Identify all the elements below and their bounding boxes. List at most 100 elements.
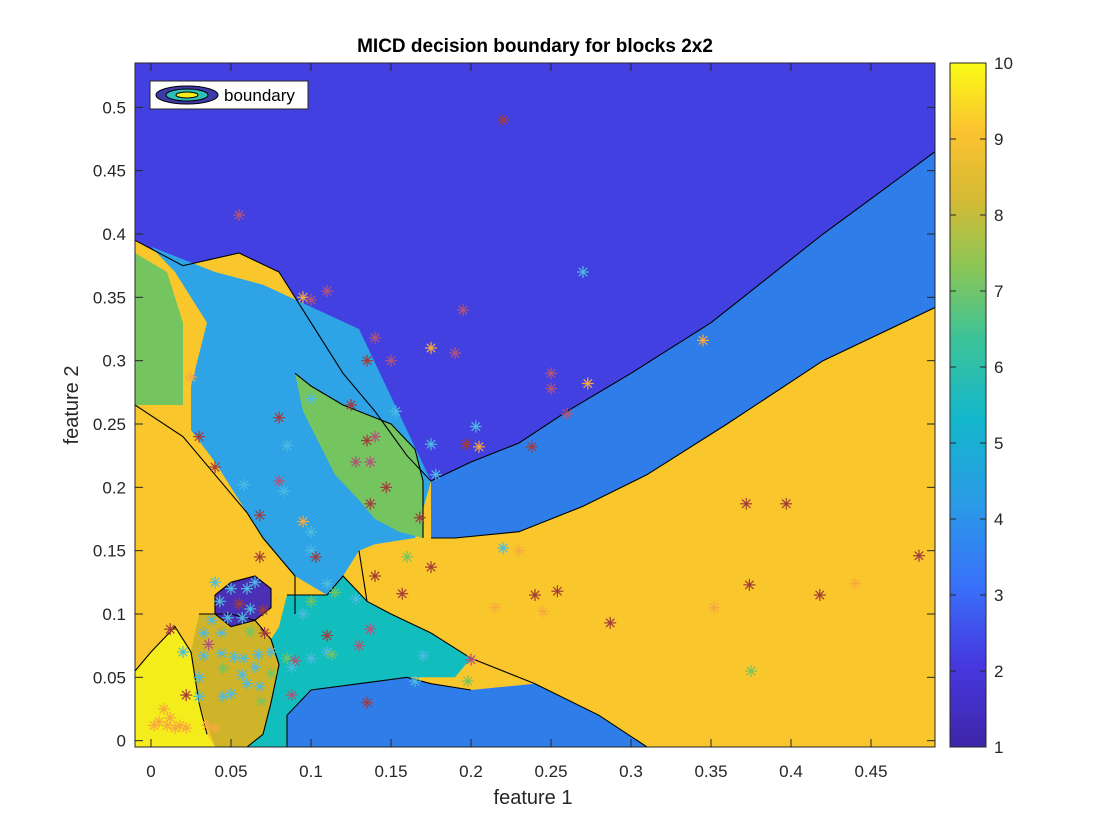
data-point [285,661,298,674]
data-point [537,605,549,618]
y-tick-label: 0.1 [102,605,126,624]
data-point [305,525,317,538]
y-tick-label: 0.25 [93,415,126,434]
data-point [745,665,757,677]
data-point [525,440,538,453]
colorbar-ticks: 1 2 3 4 5 6 7 8 9 10 [950,54,1013,757]
data-point [197,649,210,662]
data-point [273,475,285,487]
boundary-line [287,575,368,602]
data-point [321,577,333,590]
data-point [265,646,277,658]
colorbar-tick-label: 3 [994,586,1003,605]
data-point [425,438,437,451]
x-axis-label: feature 1 [494,787,573,809]
data-point [449,347,461,360]
decision-boundaries [135,151,935,747]
data-point [396,587,409,600]
data-point [577,266,589,278]
data-point [321,285,333,297]
data-point [309,551,322,563]
data-point [241,677,253,690]
colorbar-tick-label: 6 [994,358,1003,377]
data-point [473,440,485,453]
boundary-line [214,575,272,628]
data-point [345,399,357,411]
region-class-9 [359,307,935,747]
data-point [364,497,377,510]
data-point [255,695,268,708]
data-point [225,687,237,700]
data-point [369,430,381,443]
data-point [213,595,226,608]
region-class-2 [135,63,935,481]
data-point [265,667,277,680]
data-point [361,696,373,709]
data-point [389,405,402,418]
data-point [329,586,341,599]
data-point [545,382,557,395]
colorbar-gradient [949,62,987,748]
boundary-line [431,307,935,539]
data-point [561,407,573,420]
chart-title: MICD decision boundary for blocks 2x2 [357,36,713,57]
region-class-10 [135,626,215,747]
data-point [697,334,709,347]
data-point [221,611,234,624]
x-tick-label: 0.2 [459,762,483,781]
boundary-line [286,676,472,747]
plot-area [134,62,936,748]
data-point [457,304,469,316]
data-point [273,411,285,424]
data-point [305,293,317,306]
data-point [193,671,205,684]
data-point [461,675,474,688]
data-point [361,354,373,367]
legend: boundary [149,80,309,110]
region-class-4 [151,246,431,595]
data-point [425,342,437,354]
data-point [253,680,266,693]
data-point [185,371,197,384]
y-tick-label: 0.45 [93,162,126,181]
data-point [513,544,525,557]
colorbar-tick-label: 10 [994,54,1013,73]
data-point [253,551,266,563]
data-point [305,544,317,557]
region-class-7 [135,253,183,405]
data-point [349,592,362,605]
data-point [228,651,241,664]
data-point [429,468,442,481]
decision-regions [135,63,935,747]
data-point [305,392,317,405]
data-point [469,420,482,433]
data-point [257,604,269,617]
data-point [401,551,413,563]
data-point [305,652,317,665]
data-point [813,589,826,601]
y-tick-label: 0.35 [93,288,126,307]
data-point [465,653,477,666]
data-point [177,646,189,658]
data-point [321,629,333,642]
x-tick-label: 0.1 [299,762,323,781]
data-point [197,627,210,639]
data-point [369,331,381,344]
data-point [215,627,228,639]
boundary-line [135,151,935,482]
data-point [258,627,271,639]
data-point [252,648,265,661]
x-tick-label: 0.35 [694,762,727,781]
colorbar-tick-label: 9 [994,130,1003,149]
data-point [497,114,509,126]
x-tick-label: 0.15 [374,762,407,781]
data-point [604,616,617,629]
data-point [193,690,205,703]
data-point [180,689,193,702]
region-class-3 [431,151,935,538]
y-tick-label: 0.3 [102,352,126,371]
x-tick-label: 0.4 [779,762,803,781]
data-point [297,608,309,620]
legend-contour-icon [155,85,219,105]
